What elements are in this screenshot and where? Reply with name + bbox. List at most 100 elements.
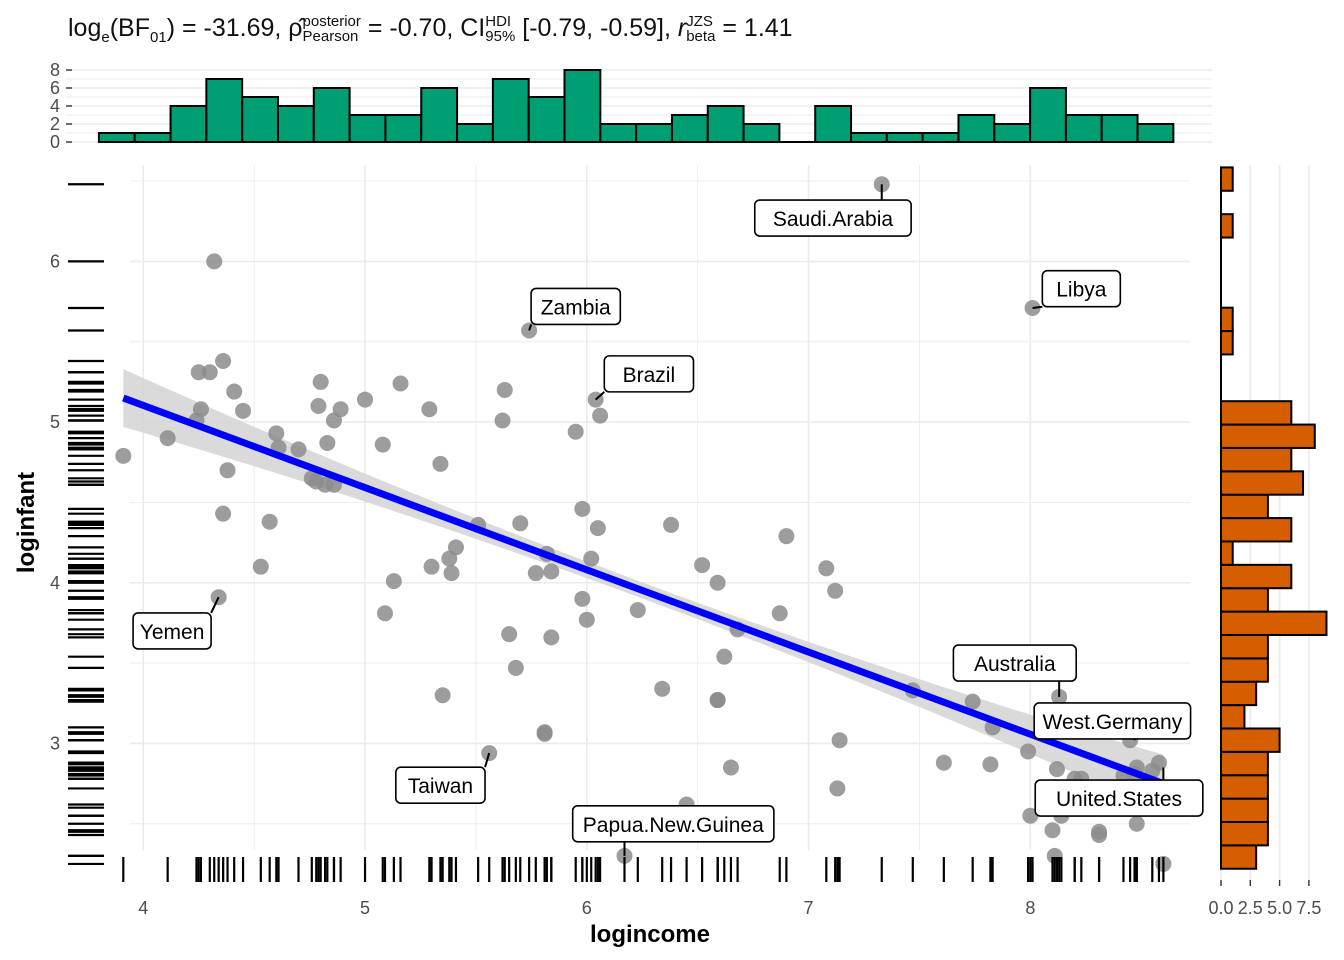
label-leader-line [595, 391, 605, 401]
right-hist-bar [1220, 470, 1305, 496]
top-hist-bar [742, 123, 781, 143]
data-point [831, 732, 848, 749]
rug-layer [68, 183, 1165, 882]
right-hist-bar [1220, 610, 1328, 636]
right-hist-bar [1220, 797, 1269, 823]
data-point [192, 401, 209, 418]
data-point [310, 398, 327, 415]
data-point [319, 434, 336, 451]
data-point [1022, 807, 1039, 824]
top-hist-bar [563, 69, 602, 143]
data-point [1128, 815, 1145, 832]
top-hist-bar [1029, 87, 1067, 143]
point-label: Zambia [541, 296, 611, 319]
data-point [432, 455, 449, 472]
top-hist-bar [706, 105, 745, 143]
data-point [312, 373, 329, 390]
top-hist-bar [1100, 114, 1139, 143]
data-point [447, 539, 464, 556]
rho-sup: posterior [302, 13, 361, 31]
data-point [1044, 822, 1061, 839]
data-point [1048, 761, 1065, 778]
right-hist-bar [1220, 330, 1234, 356]
right-hist-bar [1220, 774, 1269, 800]
right-hist-bar [1220, 727, 1281, 753]
data-point [709, 692, 726, 709]
point-label: Brazil [623, 364, 676, 387]
data-point [261, 513, 278, 530]
data-point [583, 550, 600, 567]
y-axis-title: loginfant [13, 472, 40, 573]
data-point [567, 423, 584, 440]
bf-arg-close: ) [166, 14, 176, 42]
data-point [421, 401, 438, 418]
right-hist-bar [1220, 587, 1269, 613]
data-point [392, 375, 409, 392]
data-point [1020, 743, 1037, 760]
top-hist-bar [491, 78, 530, 143]
point-label: Libya [1056, 279, 1107, 302]
data-point [215, 353, 232, 370]
top-hist-bar [885, 132, 924, 143]
data-point [964, 693, 981, 710]
top-hist-bar [169, 105, 208, 143]
point-label: United.States [1056, 788, 1182, 811]
point-labels-layer: Saudi.Arabia Libya Zambia Brazil Yemen Austra… [132, 184, 1204, 856]
regression-line-layer [122, 394, 1165, 787]
data-point [716, 648, 733, 665]
data-point [159, 430, 176, 447]
right-hist-bar [1220, 844, 1258, 870]
right-hist-tick-label: 2.5 [1238, 898, 1263, 918]
point-label: West.Germany [1043, 711, 1183, 734]
top-hist-bar [133, 132, 172, 143]
top-hist-tick-label: 4 [50, 96, 60, 116]
axes-layer: 4 5 6 7 8 3 4 5 6 logincome loginfant [13, 251, 1035, 948]
top-hist-bar [993, 123, 1032, 143]
r-sup: JZS [686, 13, 713, 31]
y-tick-label: 4 [50, 573, 60, 593]
bf-value: = -31.69, [175, 14, 289, 42]
ci-value: [-0.79, -0.59], [515, 14, 678, 42]
right-hist-bar [1220, 493, 1269, 520]
regression-line [122, 394, 1165, 787]
label-box [1033, 702, 1192, 740]
bf-prefix: log [68, 14, 102, 42]
data-point [252, 558, 269, 575]
data-point [507, 659, 524, 676]
r-symbol: r [677, 14, 687, 42]
label-box [1034, 779, 1204, 817]
bf-arg-open: (BF [109, 14, 150, 42]
data-point [332, 401, 349, 418]
rho-scripts: posterior Pearson [303, 14, 361, 44]
right-hist-bar [1220, 820, 1269, 847]
data-point [434, 687, 451, 704]
main-grid [130, 165, 1190, 850]
top-hist-bar [850, 132, 888, 143]
data-point [592, 407, 609, 424]
top-hist-bar [420, 87, 459, 143]
point-label: Australia [974, 653, 1056, 676]
data-point [512, 515, 529, 532]
label-leader-line [1032, 305, 1043, 309]
top-hist-bar [1136, 123, 1175, 143]
data-point [709, 574, 726, 591]
r-value: = 1.41 [715, 14, 793, 42]
right-histogram: 0.0 2.5 5.0 7.5 [1208, 165, 1328, 918]
top-hist-bar [348, 114, 387, 143]
data-point [190, 364, 207, 381]
top-hist-bar [276, 105, 315, 143]
right-hist-bar [1220, 680, 1258, 707]
label-box [132, 612, 212, 650]
data-point [935, 754, 952, 771]
data-point [443, 565, 460, 582]
right-hist-bar [1220, 446, 1293, 473]
top-hist-bar [456, 123, 494, 143]
right-hist-bar [1220, 306, 1234, 333]
data-point [357, 391, 374, 408]
data-point [589, 520, 606, 537]
y-tick-label: 5 [50, 412, 60, 432]
top-hist-bar [814, 105, 853, 143]
data-point [663, 516, 680, 533]
label-leader-line [210, 596, 220, 614]
